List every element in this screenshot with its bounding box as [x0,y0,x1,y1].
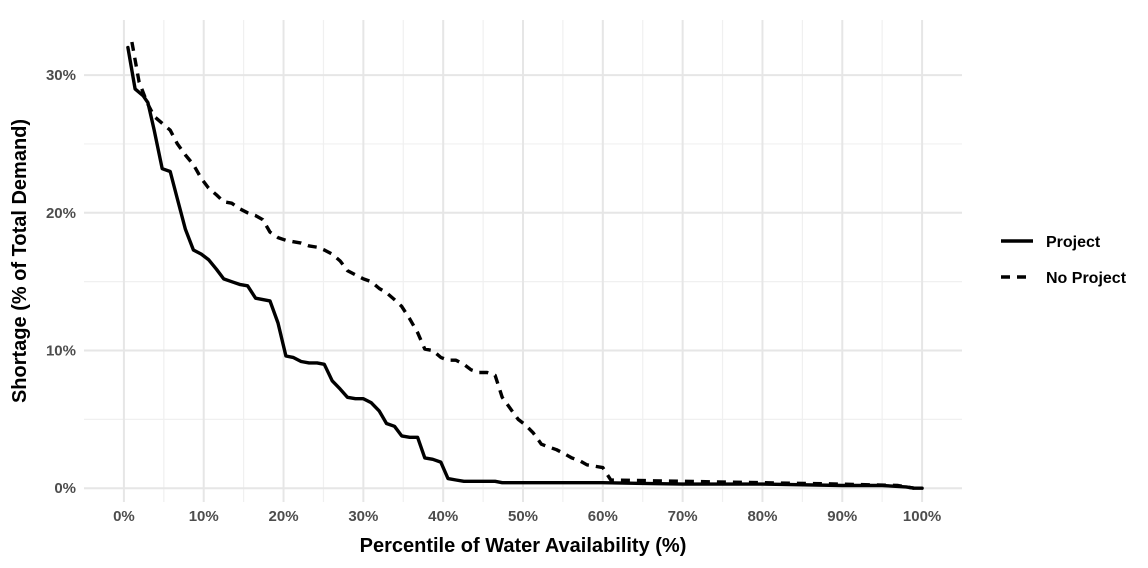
x-tick-label: 30% [348,508,378,525]
series-line-project [126,45,924,490]
y-tick-label: 30% [46,67,76,84]
x-tick-label: 0% [113,508,135,525]
legend-label: Project [1046,234,1101,251]
x-tick-label: 70% [668,508,698,525]
y-tick-label: 10% [46,343,76,360]
legend: Project No Project [1001,234,1127,287]
x-tick-label: 60% [588,508,618,525]
y-tick-label: 20% [46,205,76,222]
y-axis-tick-labels: 0% 10% 20% 30% [46,67,76,497]
x-tick-label: 10% [189,508,219,525]
legend-label: No Project [1046,270,1127,287]
x-axis-tick-labels: 0% 10% 20% 30% 40% 50% 60% 70% 80% 90% 100% [113,508,941,525]
x-tick-label: 90% [827,508,857,525]
series-line-no-project [130,41,915,490]
x-tick-label: 40% [428,508,458,525]
series-lines [126,41,924,490]
x-tick-label: 20% [269,508,299,525]
x-axis-title: Percentile of Water Availability (%) [360,535,687,557]
x-tick-label: 100% [903,508,941,525]
x-tick-label: 50% [508,508,538,525]
y-tick-label: 0% [54,480,76,497]
y-axis-title: Shortage (% of Total Demand) [9,119,31,403]
x-tick-label: 80% [747,508,777,525]
